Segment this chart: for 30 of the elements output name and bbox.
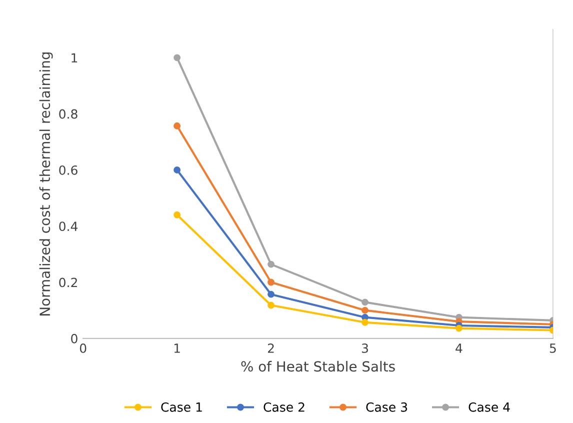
x-tick-label: 3 (362, 343, 368, 353)
y-tick-label: 1 (72, 53, 78, 62)
legend-label: Case 1 (161, 402, 202, 412)
x-tick-label: 5 (550, 344, 556, 353)
legend-label: Case 4 (468, 402, 510, 412)
point (268, 278, 274, 286)
x-axis-title: % of Heat Stable Salts (241, 360, 395, 372)
y-tick-label: 0.4 (59, 222, 78, 232)
point (174, 122, 181, 130)
point (268, 290, 274, 298)
point (362, 306, 368, 314)
point (174, 211, 181, 218)
point (456, 324, 462, 332)
x-tick-label: 2 (268, 343, 274, 353)
point (268, 260, 274, 268)
point (174, 166, 181, 174)
point (174, 54, 181, 62)
y-tick-label: 0.8 (59, 109, 78, 119)
x-tick-label: 1 (174, 344, 180, 353)
point (268, 302, 274, 309)
legend-label: Case 2 (264, 402, 304, 412)
y-tick-label: 0.2 (59, 278, 77, 288)
x-tick-label: 0 (80, 343, 86, 353)
y-tick-label: 0.6 (59, 165, 78, 175)
x-tick-label: 4 (456, 344, 462, 353)
y-tick-label: 0 (71, 334, 78, 344)
point (362, 318, 368, 326)
legend-label: Case 3 (366, 402, 408, 412)
y-axis-title: Normalized cost of thermal reclaiming (39, 52, 53, 316)
point (362, 298, 368, 306)
